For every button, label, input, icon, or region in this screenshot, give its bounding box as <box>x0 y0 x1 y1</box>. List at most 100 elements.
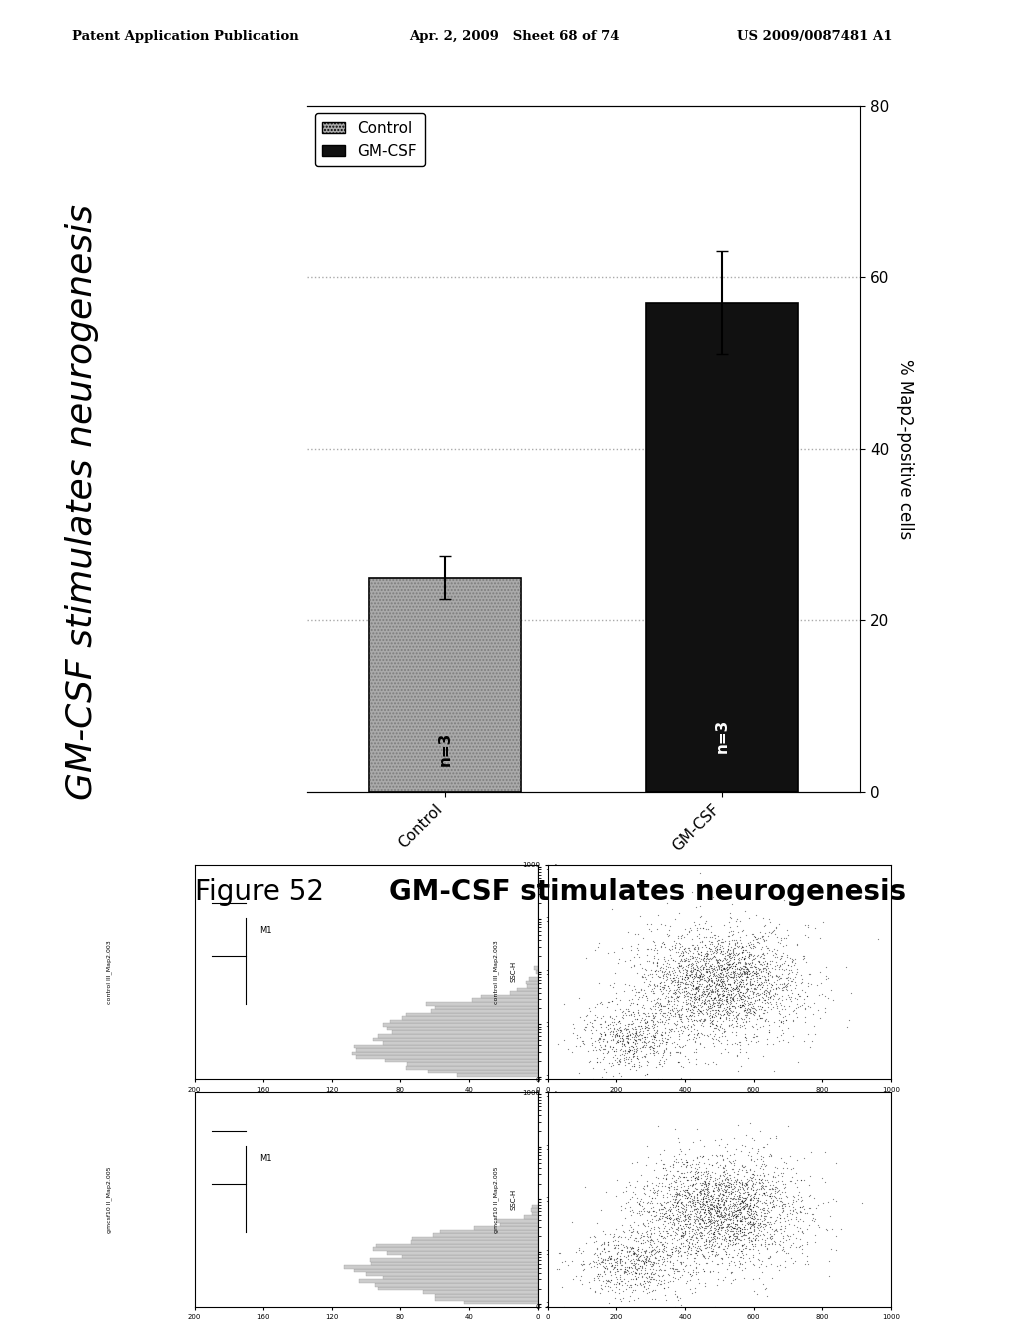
Point <box>714 1226 730 1247</box>
Point <box>701 1185 718 1206</box>
Point <box>656 1218 673 1239</box>
Point <box>626 975 642 997</box>
Point <box>630 1243 646 1265</box>
Point <box>671 1028 687 1049</box>
Point <box>667 936 683 957</box>
Point <box>719 941 735 962</box>
Point <box>737 982 754 1003</box>
Point <box>710 1222 726 1243</box>
Point <box>654 1199 671 1220</box>
Point <box>783 986 800 1007</box>
Point <box>665 1006 681 1027</box>
Point <box>707 1003 723 1024</box>
Point <box>643 1008 659 1030</box>
Point <box>706 1195 722 1216</box>
Point <box>727 1176 743 1197</box>
Point <box>731 1209 748 1230</box>
Point <box>698 1158 715 1179</box>
Point <box>734 1221 751 1242</box>
Point <box>734 972 751 993</box>
Point <box>595 1251 611 1272</box>
Point <box>729 1222 745 1243</box>
Point <box>786 972 803 993</box>
Point <box>737 1018 754 1039</box>
Point <box>609 1234 626 1255</box>
Point <box>756 999 772 1020</box>
Point <box>667 1192 683 1213</box>
Point <box>717 1205 733 1226</box>
Point <box>705 981 721 1002</box>
Point <box>760 1247 776 1269</box>
Point <box>599 1249 615 1270</box>
Point <box>652 966 669 987</box>
Point <box>702 987 719 1008</box>
Point <box>721 911 737 932</box>
Point <box>701 948 718 969</box>
Point <box>663 1175 679 1196</box>
Point <box>699 1191 716 1212</box>
Point <box>721 1226 737 1247</box>
Point <box>668 1118 684 1139</box>
Point <box>671 945 687 966</box>
Point <box>785 1192 802 1213</box>
Point <box>745 1187 762 1208</box>
Point <box>742 1214 759 1236</box>
Point <box>612 1031 629 1052</box>
Point <box>762 961 778 982</box>
Point <box>690 1166 707 1187</box>
Point <box>711 1179 727 1200</box>
Point <box>628 1243 644 1265</box>
Point <box>732 974 749 995</box>
Point <box>623 1051 639 1072</box>
Point <box>620 1261 636 1282</box>
Point <box>655 977 672 998</box>
Point <box>643 913 659 935</box>
Point <box>713 966 729 987</box>
Point <box>757 1179 773 1200</box>
Point <box>729 981 745 1002</box>
Point <box>694 1189 711 1210</box>
Point <box>682 973 698 994</box>
Point <box>753 1170 769 1191</box>
Point <box>689 966 706 987</box>
Point <box>751 1214 767 1236</box>
Point <box>795 948 811 969</box>
Point <box>655 1040 672 1061</box>
Point <box>644 1280 660 1302</box>
Point <box>696 1217 713 1238</box>
Point <box>593 991 609 1012</box>
Point <box>645 1005 662 1026</box>
Point <box>735 960 752 981</box>
Point <box>668 1172 684 1193</box>
Point <box>670 974 686 995</box>
Point <box>686 939 702 960</box>
Point <box>761 1022 777 1043</box>
Point <box>741 960 758 981</box>
Point <box>774 973 791 994</box>
Point <box>693 975 710 997</box>
Point <box>622 1175 638 1196</box>
Point <box>695 1163 712 1184</box>
Point <box>740 953 757 974</box>
Point <box>673 1193 689 1214</box>
Point <box>608 1051 625 1072</box>
Point <box>629 1008 645 1030</box>
Point <box>721 1150 737 1171</box>
Point <box>697 1216 714 1237</box>
Point <box>666 960 682 981</box>
Point <box>787 1206 804 1228</box>
Point <box>703 1154 720 1175</box>
Point <box>645 1011 662 1032</box>
Point <box>724 1022 740 1043</box>
Point <box>727 1213 743 1234</box>
Point <box>786 978 803 999</box>
Point <box>627 1032 643 1053</box>
Point <box>716 973 732 994</box>
Point <box>736 1216 753 1237</box>
Point <box>722 957 738 978</box>
Point <box>686 1247 702 1269</box>
Point <box>662 1173 678 1195</box>
Point <box>658 1159 675 1180</box>
Point <box>627 1003 643 1024</box>
Point <box>666 979 682 1001</box>
